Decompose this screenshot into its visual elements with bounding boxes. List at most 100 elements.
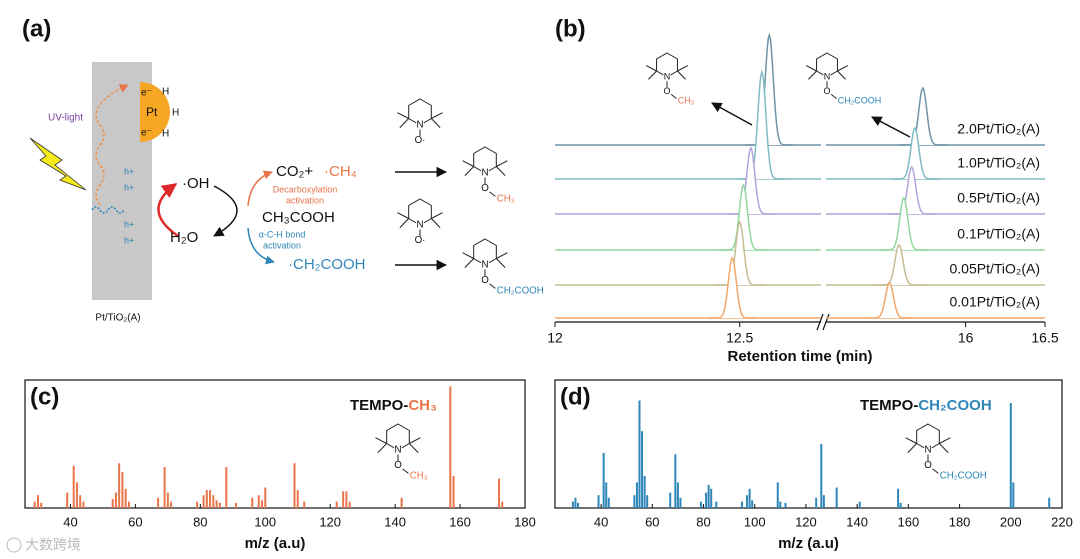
- pt-particle: [140, 82, 170, 142]
- bar: [293, 463, 296, 508]
- watermark-icon: [6, 537, 22, 553]
- lightning: [29, 137, 87, 191]
- bar: [163, 467, 166, 508]
- oxidation-arrow: [157, 182, 179, 238]
- bar: [607, 497, 610, 508]
- atom-label: O: [663, 86, 670, 96]
- frame: [554, 379, 1063, 509]
- peak: [719, 183, 768, 251]
- bond: [495, 166, 506, 176]
- bar: [111, 499, 114, 508]
- x-tick-label: 200: [1000, 514, 1022, 529]
- frame: [24, 379, 526, 509]
- bar: [646, 495, 649, 508]
- x-tick-label: 80: [193, 514, 207, 529]
- bond: [464, 166, 475, 176]
- bar: [679, 497, 682, 508]
- bar: [820, 444, 823, 508]
- bar: [33, 501, 36, 508]
- bar: [784, 502, 787, 508]
- bond: [648, 70, 657, 80]
- bar: [235, 502, 238, 508]
- bar: [602, 452, 605, 508]
- bond: [408, 443, 419, 453]
- bar: [897, 488, 900, 508]
- axis-break: [816, 313, 830, 331]
- atom-bg: [415, 120, 425, 130]
- atom-bg: [480, 168, 490, 178]
- bond: [932, 468, 939, 474]
- hydrogen: H: [172, 108, 179, 119]
- x-tick-label: 60: [645, 514, 659, 529]
- bar: [212, 495, 215, 508]
- bar: [205, 490, 208, 508]
- atom-bg: [393, 445, 403, 455]
- bar: [118, 463, 121, 508]
- bond: [495, 258, 506, 268]
- peak: [898, 86, 947, 146]
- peak: [715, 220, 764, 286]
- bond: [677, 70, 686, 80]
- reaction-arrow: [213, 185, 238, 237]
- bar: [638, 400, 641, 508]
- pt-label: Pt: [146, 105, 158, 119]
- bar: [641, 431, 644, 508]
- annotation: activation: [263, 240, 301, 250]
- x-tick-label: 140: [384, 514, 406, 529]
- bar: [342, 491, 345, 508]
- peak: [865, 281, 914, 319]
- bar: [124, 488, 127, 508]
- atom-bg: [415, 220, 425, 230]
- bond: [670, 94, 677, 99]
- bar: [699, 501, 702, 508]
- bar: [202, 495, 205, 508]
- x-tick-label: 220: [1051, 514, 1073, 529]
- panel-label: (b): [555, 15, 586, 42]
- pointer: [711, 102, 753, 126]
- hydrogen: H: [162, 87, 169, 98]
- spectrum-title-group: CH₃: [408, 397, 437, 414]
- ach-arrow: [247, 227, 275, 265]
- x-tick-label: 100: [744, 514, 766, 529]
- bond: [830, 94, 837, 99]
- watermark: 大数跨境: [6, 537, 81, 553]
- atom-label: N: [664, 71, 671, 81]
- panel-label: (c): [30, 383, 59, 410]
- bar: [710, 488, 713, 508]
- bar: [345, 491, 348, 508]
- legend-label: 1.0Pt/TiO₂(A): [957, 155, 1040, 171]
- bond: [496, 160, 508, 167]
- bar: [218, 502, 221, 508]
- bond: [938, 443, 949, 453]
- bond: [375, 437, 387, 444]
- hole: h+: [124, 235, 134, 245]
- atom-bg: [923, 445, 933, 455]
- x-axis-title: Retention time (min): [728, 348, 873, 365]
- atom-label: N: [481, 168, 488, 179]
- legend-label: 0.05Pt/TiO₂(A): [950, 261, 1041, 277]
- x-tick-label: 120: [795, 514, 817, 529]
- atom-bg: [480, 260, 490, 270]
- x-tick-label: 60: [128, 514, 142, 529]
- hole: h+: [124, 182, 134, 192]
- bond: [907, 443, 918, 453]
- acetic-label: CH₃COOH: [262, 209, 335, 226]
- bar: [501, 501, 504, 508]
- bar: [127, 501, 130, 508]
- bar: [261, 500, 264, 508]
- x-tick-label: 12: [547, 330, 563, 346]
- bond: [462, 252, 474, 259]
- substituent: CH₃: [410, 471, 428, 482]
- bond: [430, 218, 441, 228]
- bar: [166, 492, 169, 508]
- substituent: CH₂COOH: [497, 286, 544, 297]
- bar: [335, 501, 338, 508]
- bar: [157, 497, 160, 508]
- x-axis-title: m/z (a.u): [245, 535, 306, 552]
- bar: [746, 495, 749, 508]
- atom-label: O·: [415, 135, 426, 146]
- legend-label: 2.0Pt/TiO₂(A): [957, 121, 1040, 137]
- legend-label: 0.01Pt/TiO₂(A): [950, 294, 1041, 310]
- bond: [464, 258, 475, 268]
- bar: [779, 501, 782, 508]
